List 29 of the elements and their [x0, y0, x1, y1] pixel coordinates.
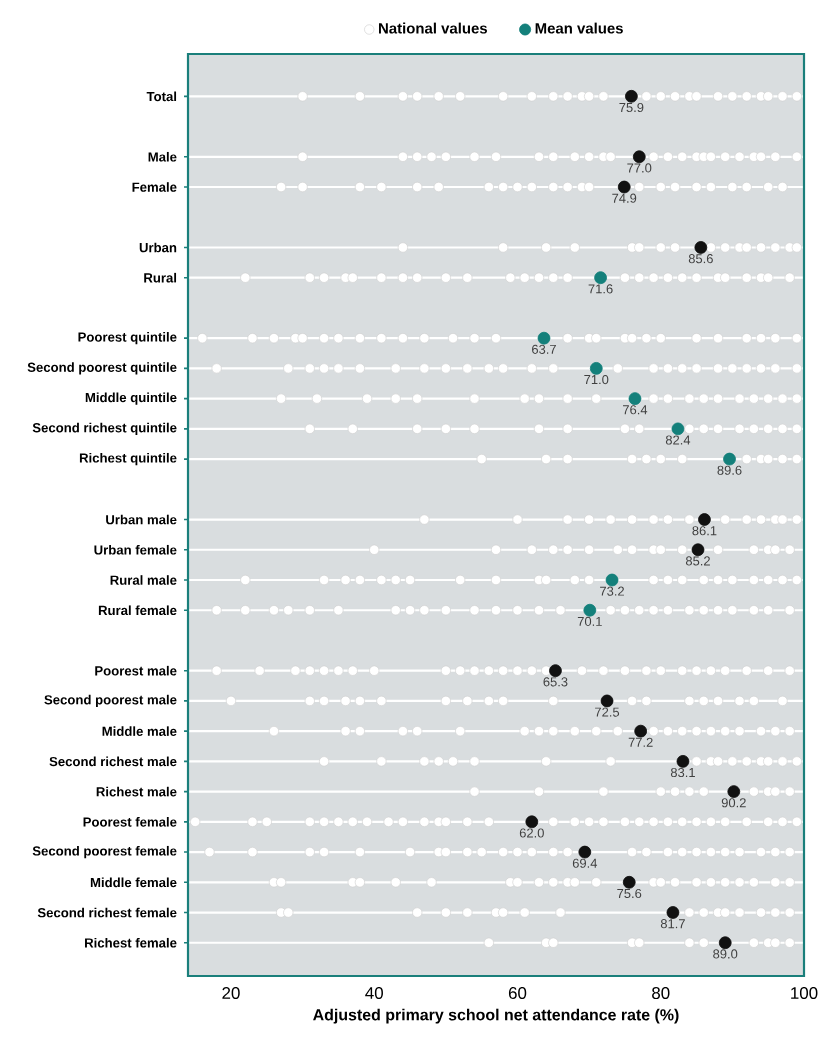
point — [605, 573, 619, 587]
point — [617, 180, 631, 194]
point — [600, 694, 614, 708]
point — [698, 513, 711, 526]
point — [625, 89, 638, 103]
x-tick-label: 100 — [791, 987, 818, 1000]
point — [628, 392, 642, 405]
point — [594, 271, 607, 285]
point — [634, 724, 648, 738]
point — [723, 452, 736, 466]
point — [537, 331, 551, 345]
point — [578, 845, 592, 859]
point — [718, 936, 732, 950]
point — [589, 362, 603, 375]
point — [549, 664, 562, 678]
point — [671, 422, 685, 436]
x-tick-label: 80 — [652, 987, 670, 1000]
point — [694, 241, 708, 254]
point — [676, 755, 690, 768]
x-tick-label: 60 — [508, 987, 527, 1000]
x-tick-label: 40 — [365, 987, 383, 1000]
x-tick-label: 20 — [222, 987, 240, 1000]
point — [727, 785, 741, 798]
point — [583, 603, 597, 617]
point — [632, 150, 646, 164]
point — [691, 543, 705, 557]
point — [525, 815, 539, 829]
point — [622, 875, 636, 889]
point — [666, 906, 680, 919]
